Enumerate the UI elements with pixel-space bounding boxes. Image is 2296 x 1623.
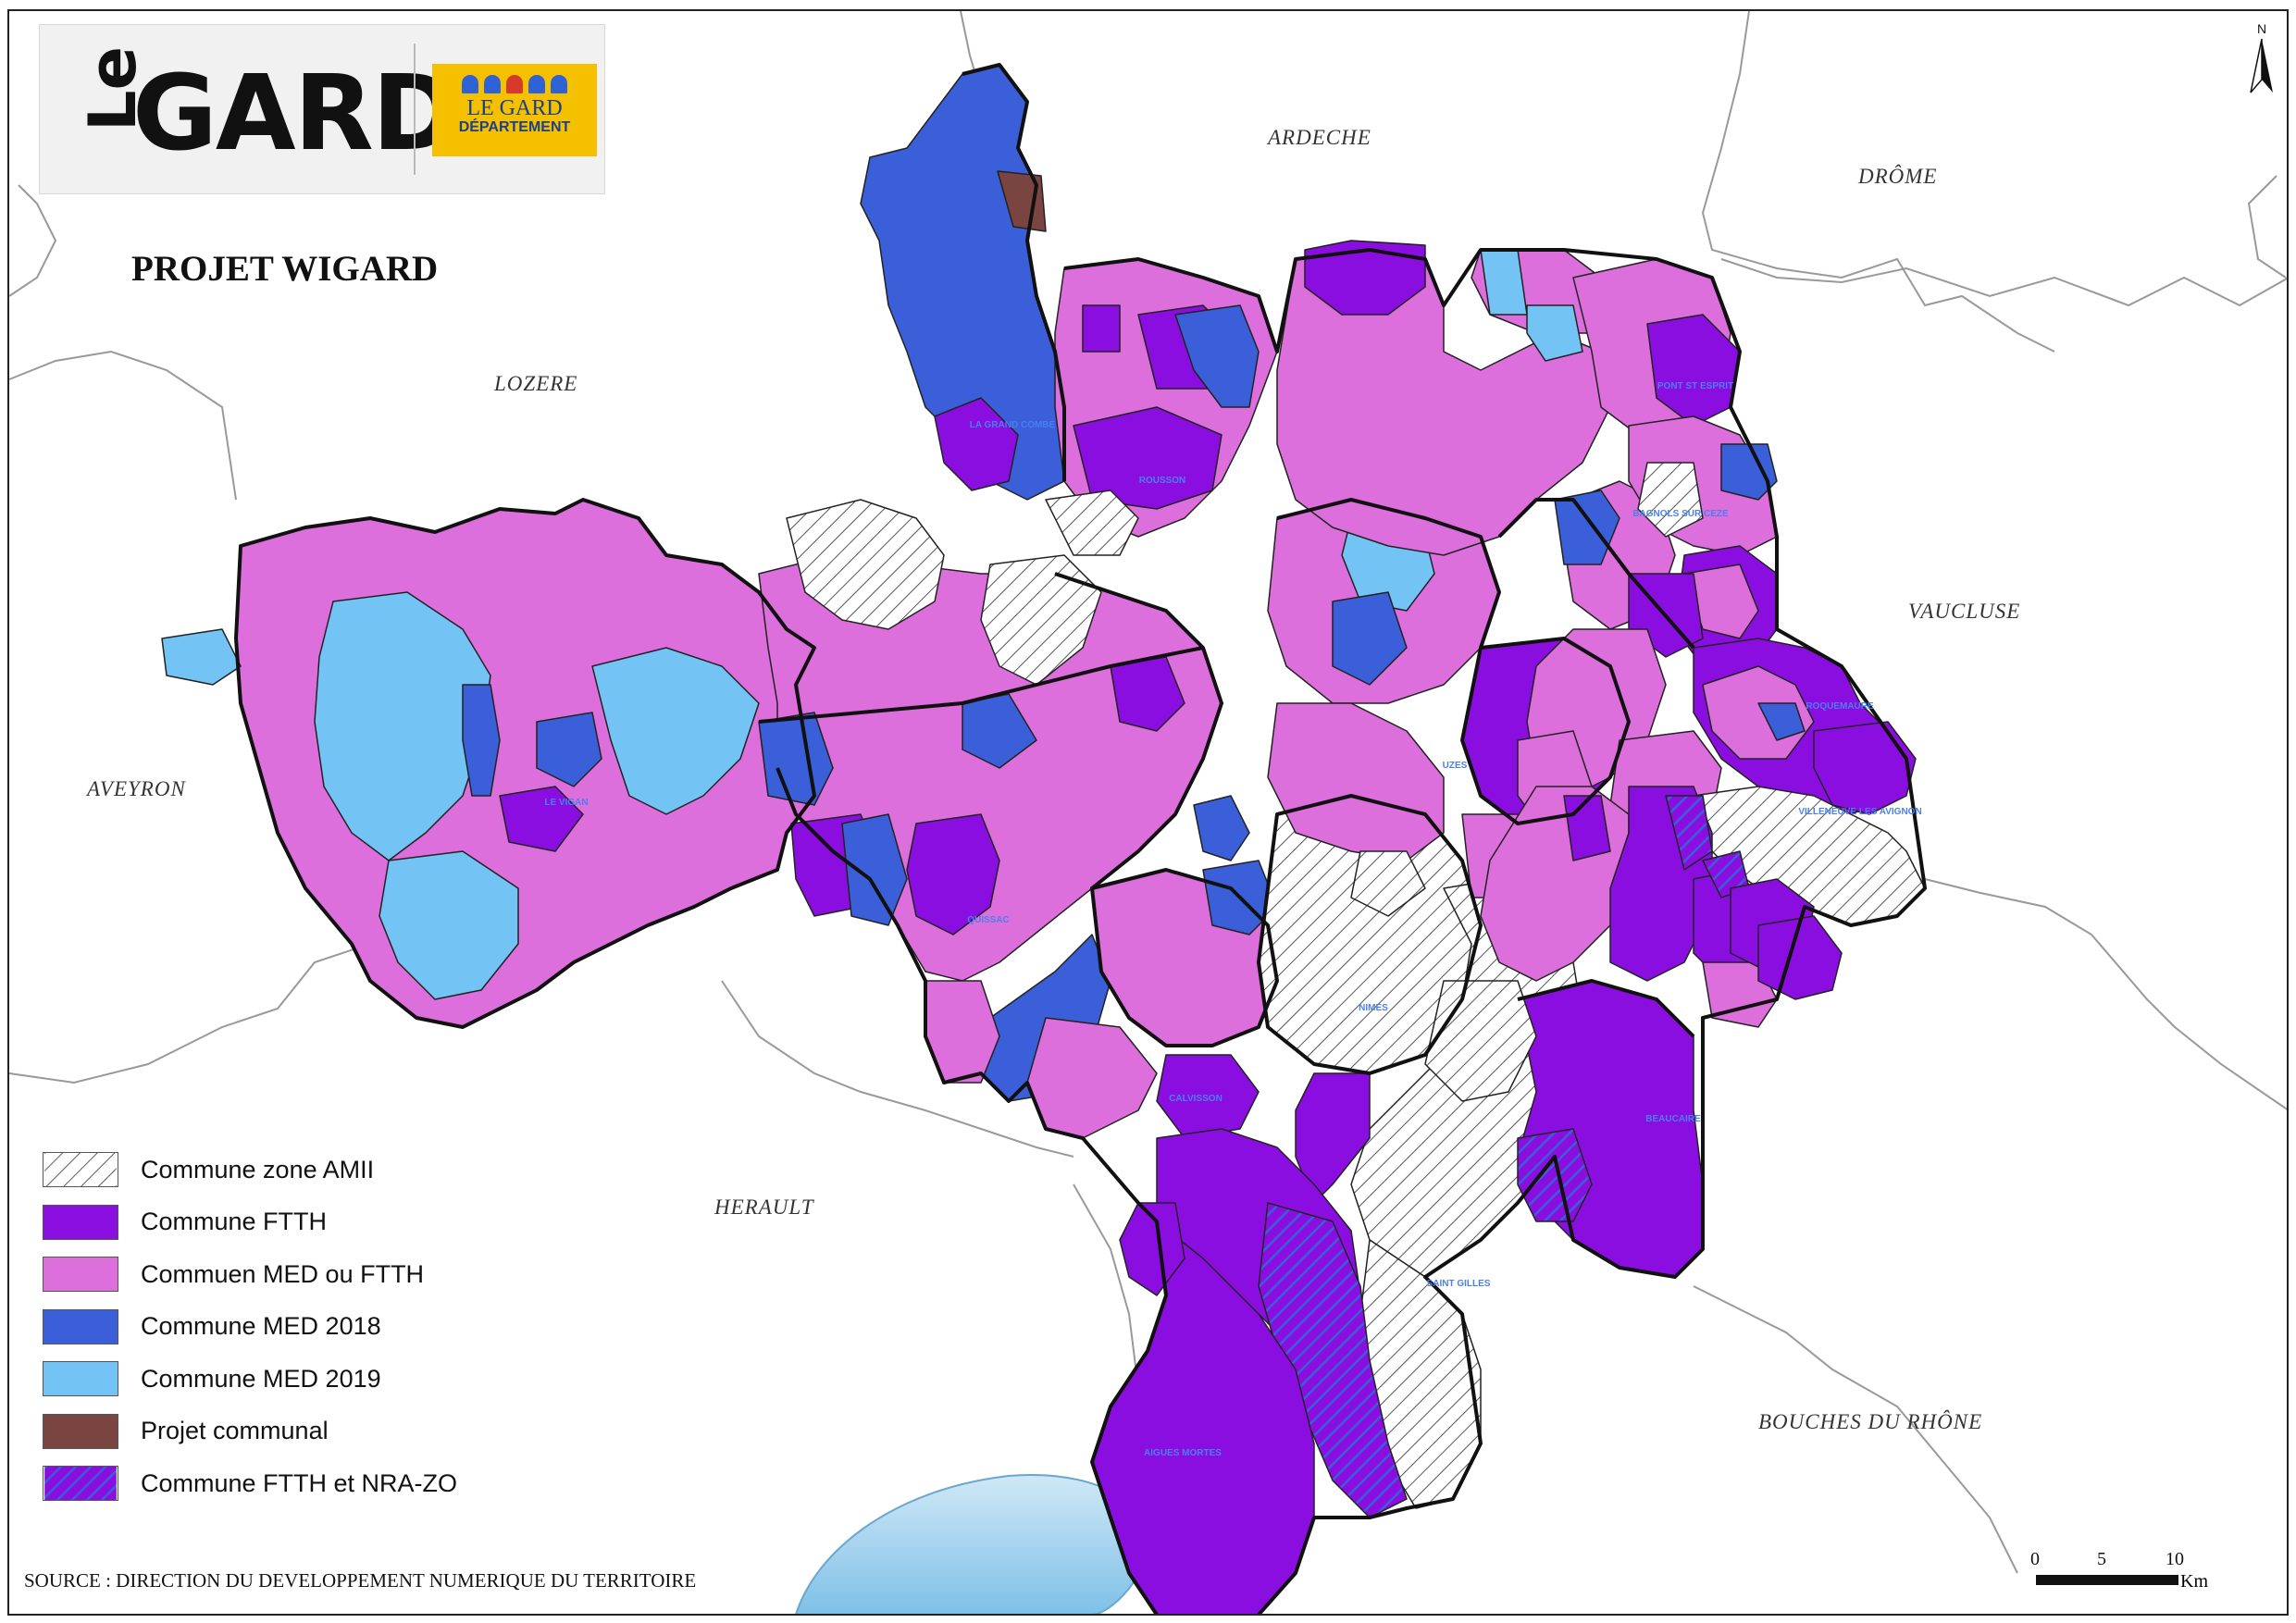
town-saint-gilles: SAINT GILLES — [1427, 1279, 1491, 1289]
north-arrow-icon: N — [2250, 21, 2273, 93]
legend-item-ftth-nra-zo: Commune FTTH et NRA-ZO — [43, 1457, 524, 1510]
north-label: N — [2257, 21, 2266, 36]
town-nimes: NIMES — [1359, 1003, 1388, 1013]
scale-bar-line — [2036, 1575, 2178, 1585]
region-ardeche: ARDECHE — [1268, 126, 1371, 149]
town-le-vigan: LE VIGAN — [544, 798, 588, 808]
legend-swatch — [43, 1413, 118, 1449]
town-villeneuve: VILLENEUVE LES AVIGNON — [1798, 807, 1921, 817]
logo-separator — [414, 43, 416, 175]
legend-item-amii: Commune zone AMII — [43, 1144, 524, 1196]
town-calvisson: CALVISSON — [1169, 1094, 1222, 1104]
legend-swatch — [43, 1257, 118, 1293]
department-logo: LE GARD DÉPARTEMENT — [432, 64, 597, 156]
scale-unit: Km — [2180, 1571, 2208, 1592]
legend-label: Commune MED 2018 — [141, 1312, 381, 1341]
region-vaucluse: VAUCLUSE — [1908, 600, 2021, 623]
region-drome: DRÔME — [1858, 165, 1938, 188]
legend-label: Commuen MED ou FTTH — [141, 1259, 425, 1288]
scale-tick-10: 10 — [2166, 1549, 2184, 1569]
town-la-grand-combe: LA GRAND COMBE — [970, 420, 1056, 430]
legend-swatch-hatch-icon — [43, 1466, 118, 1502]
logo-dept-line2: DÉPARTEMENT — [458, 119, 571, 135]
legend-swatch-hatch-icon — [43, 1152, 118, 1188]
town-pont-st-esprit: PONT ST ESPRIT — [1657, 381, 1733, 391]
scale-tick-0: 0 — [2030, 1549, 2040, 1569]
legend-swatch — [43, 1308, 118, 1344]
region-lozere: LOZERE — [494, 372, 578, 395]
canton-borders — [234, 63, 1927, 1617]
legend-label: Commune FTTH — [141, 1208, 328, 1236]
legend-item-ftth: Commune FTTH — [43, 1196, 524, 1249]
region-bouches-du-rhone: BOUCHES DU RHÔNE — [1758, 1410, 1983, 1433]
legend-swatch — [43, 1361, 118, 1397]
sea-area — [794, 1474, 1149, 1616]
source-note: SOURCE : DIRECTION DU DEVELOPPEMENT NUME… — [24, 1569, 697, 1592]
logo-dots-icon — [432, 75, 597, 93]
town-bagnols: BAGNOLS SUR CEZE — [1632, 509, 1729, 519]
region-aveyron: AVEYRON — [87, 777, 186, 800]
town-uzes: UZES — [1443, 761, 1468, 771]
logo-dept-line1: LE GARD — [466, 96, 563, 120]
legend: Commune zone AMII Commune FTTH Commuen M… — [43, 1144, 524, 1510]
legend-swatch — [43, 1204, 118, 1240]
logo-gard-text: GARD — [132, 54, 458, 174]
town-rousson: ROUSSON — [1139, 476, 1186, 486]
legend-label: Commune FTTH et NRA-ZO — [141, 1468, 458, 1497]
town-aigues-mortes: AIGUES MORTES — [1144, 1448, 1222, 1458]
legend-label: Commune zone AMII — [141, 1155, 375, 1183]
logo-panel: Le GARD LE GARD DÉPARTEMENT — [39, 24, 605, 194]
town-beaucaire: BEAUCAIRE — [1645, 1114, 1701, 1124]
commune-regions — [161, 64, 1926, 1616]
town-labels: NIMES UZES BEAUCAIRE SAINT GILLES AIGUES… — [544, 381, 1921, 1458]
map-title: PROJET WIGARD — [131, 249, 439, 289]
legend-item-med-2019: Commune MED 2019 — [43, 1353, 524, 1406]
legend-item-med-ftth: Commuen MED ou FTTH — [43, 1248, 524, 1301]
map-frame — [7, 9, 2289, 1616]
legend-label: Projet communal — [141, 1417, 329, 1445]
scale-tick-5: 5 — [2097, 1549, 2106, 1569]
neighbour-boundaries — [8, 10, 2290, 1574]
region-herault: HERAULT — [714, 1196, 814, 1219]
town-roquemaure: ROQUEMAURE — [1806, 701, 1874, 712]
town-quissac: QUISSAC — [967, 915, 1010, 925]
legend-item-projet-communal: Projet communal — [43, 1406, 524, 1458]
legend-item-med-2018: Commune MED 2018 — [43, 1301, 524, 1354]
scale-bar: 0 5 10 Km — [2030, 1549, 2227, 1601]
legend-label: Commune MED 2019 — [141, 1364, 381, 1393]
